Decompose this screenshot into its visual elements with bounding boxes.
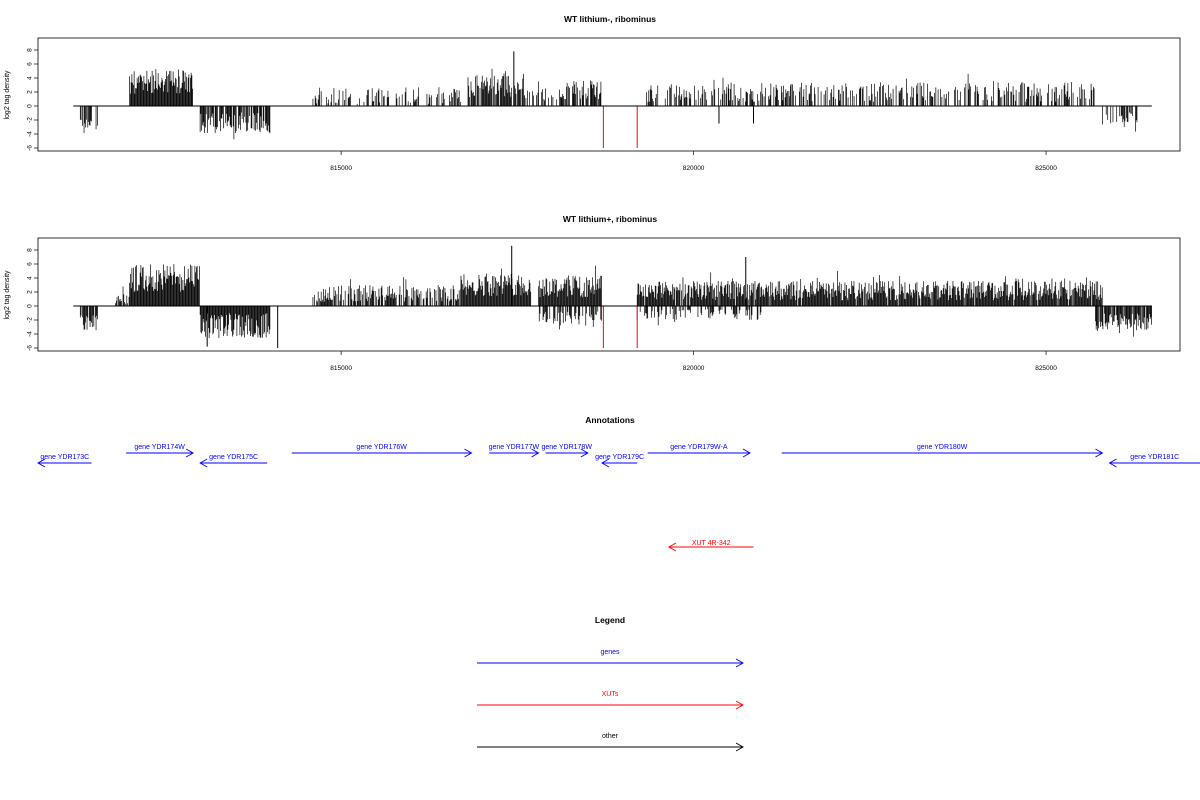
y-axis-label: log2 tag density	[4, 70, 11, 120]
legend-arrow	[477, 742, 744, 752]
y-tick-label: -2	[27, 317, 34, 323]
gene-arrows: gene YDR173C gene YDR174W gene YDR175C gene…	[37, 444, 1200, 468]
xut-label: XUT 4R-342	[692, 540, 731, 547]
y-tick-label: 8	[27, 248, 34, 252]
gene-arrow	[647, 448, 751, 458]
gene-label: gene YDR173C	[40, 454, 89, 461]
gene-arrow	[781, 448, 1104, 458]
gene-label: gene YDR174W	[134, 444, 185, 451]
gene-label: gene YDR180W	[917, 444, 968, 451]
y-tick-label: -6	[27, 345, 34, 351]
x-tick-label: 825000	[1035, 365, 1057, 372]
x-tick-label: 815000	[330, 165, 352, 172]
x-axis: 815000 820000 825000	[330, 351, 1057, 372]
gene-arrow	[126, 448, 194, 458]
legend-title: Legend	[595, 615, 625, 625]
y-tick-label: -6	[27, 145, 34, 151]
y-tick-label: -4	[27, 131, 34, 137]
y-tick-label: -2	[27, 117, 34, 123]
y-tick-label: 4	[27, 76, 34, 80]
y-tick-label: 0	[27, 304, 34, 308]
gene-arrow	[291, 448, 473, 458]
y-tick-label: 6	[27, 62, 34, 66]
x-tick-label: 815000	[330, 365, 352, 372]
gene-label: gene YDR179W-A	[670, 444, 728, 451]
panel-lithium-minus: WT lithium-, ribominus -6 -4 -2 0 2 4 6 8 81500…	[4, 14, 1181, 172]
legend-arrow	[477, 658, 744, 668]
y-tick-label: 0	[27, 104, 34, 108]
xut-arrows: XUT 4R-342	[668, 540, 754, 552]
bars	[73, 51, 1152, 148]
gene-label: gene YDR179C	[595, 454, 644, 461]
panel-title: WT lithium-, ribominus	[564, 14, 656, 24]
y-axis-label: log2 tag density	[4, 270, 11, 320]
y-axis: -6 -4 -2 0 2 4 6 8	[27, 48, 38, 151]
gene-arrow	[545, 448, 589, 458]
annotations-title: Annotations	[585, 415, 635, 425]
gene-arrow	[1108, 458, 1200, 468]
y-tick-label: 4	[27, 276, 34, 280]
y-tick-label: -4	[27, 331, 34, 337]
legend-label: genes	[600, 649, 620, 656]
gene-label: gene YDR176W	[356, 444, 407, 451]
x-axis: 815000 820000 825000	[330, 151, 1057, 172]
y-tick-label: 6	[27, 262, 34, 266]
plot-frame	[37, 37, 1181, 152]
gene-label: gene YDR181C	[1130, 454, 1179, 461]
gene-arrow	[489, 448, 540, 458]
y-tick-label: 2	[27, 290, 34, 294]
panel-lithium-plus: WT lithium+, ribominus -6 -4 -2 0 2 4 6 8 81500…	[4, 214, 1181, 372]
x-tick-label: 820000	[683, 365, 705, 372]
y-tick-label: 2	[27, 90, 34, 94]
gene-label: gene YDR175C	[209, 454, 258, 461]
legend-arrow	[477, 700, 744, 710]
panel-title: WT lithium+, ribominus	[563, 214, 657, 224]
gene-arrow	[601, 458, 638, 468]
legend-label: XUTs	[602, 691, 619, 698]
legend-items: genes XUTs other	[477, 649, 744, 752]
y-axis: -6 -4 -2 0 2 4 6 8	[27, 248, 38, 351]
x-tick-label: 825000	[1035, 165, 1057, 172]
gene-arrow	[199, 458, 268, 468]
legend: Legend genes XUTs other	[477, 615, 744, 752]
gene-arrow	[37, 458, 92, 468]
legend-label: other	[602, 733, 619, 740]
y-tick-label: 8	[27, 48, 34, 52]
gene-label: gene YDR177W	[489, 444, 540, 451]
xut-arrow	[668, 542, 754, 552]
bars	[73, 245, 1153, 348]
gene-label: gene YDR178W	[541, 444, 592, 451]
plot-frame	[37, 237, 1181, 352]
x-tick-label: 820000	[683, 165, 705, 172]
